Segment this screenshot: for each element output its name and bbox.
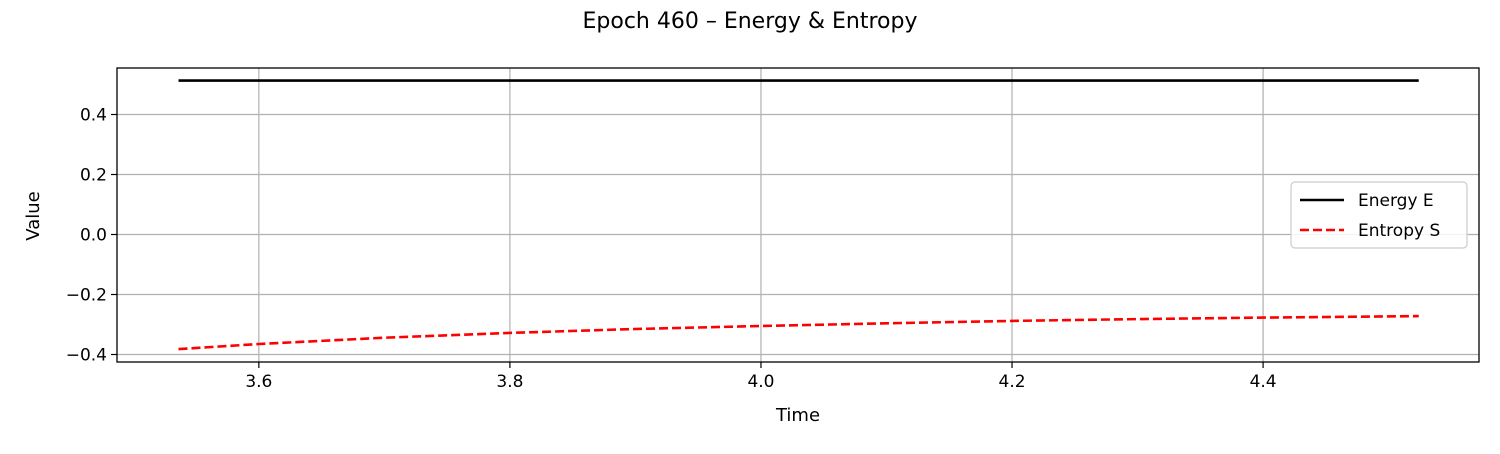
x-tick-label: 4.4: [1250, 372, 1277, 392]
plot-frame: [116, 67, 1480, 363]
x-tick-label: 3.8: [496, 372, 523, 392]
y-tick-label: −0.4: [66, 346, 107, 366]
legend: Energy E Entropy S: [1290, 181, 1468, 249]
axis-ticks: 3.6 3.8 4.0 4.2 4.4 −0.4 −0.2 0.0 0.2 0.4: [66, 106, 1277, 393]
legend-entry-label: Energy E: [1358, 191, 1434, 211]
x-axis-label: Time: [775, 405, 820, 426]
x-tick-label: 4.2: [999, 372, 1026, 392]
chart-title: Epoch 460 – Energy & Entropy: [583, 9, 918, 34]
y-tick-label: 0.0: [80, 226, 107, 246]
x-tick-label: 3.6: [245, 372, 272, 392]
y-axis-label: Value: [23, 191, 44, 240]
series-line-entropy-s: [178, 314, 1419, 351]
series-lines: [178, 79, 1419, 351]
x-tick-label: 4.0: [747, 372, 774, 392]
y-tick-label: 0.4: [80, 106, 107, 126]
legend-box: [1290, 181, 1468, 249]
legend-entry-label: Entropy S: [1358, 221, 1440, 241]
grid: [117, 68, 1479, 362]
y-tick-label: 0.2: [80, 166, 107, 186]
y-tick-label: −0.2: [66, 286, 107, 306]
